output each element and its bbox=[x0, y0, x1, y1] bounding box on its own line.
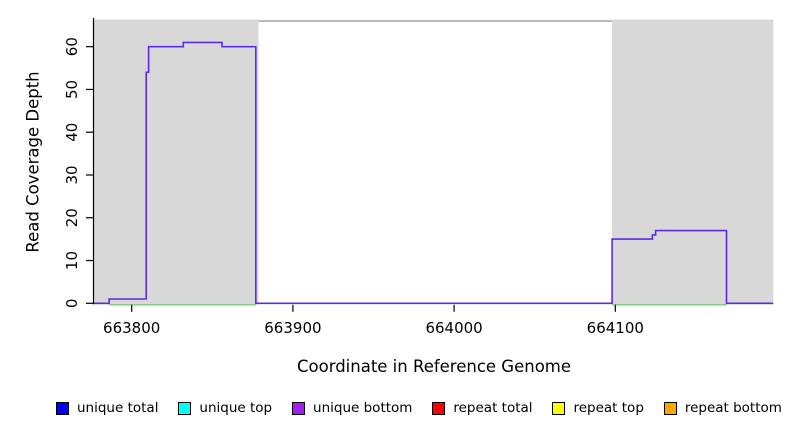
legend: unique total unique top unique bottom repea… bbox=[56, 398, 782, 418]
legend-swatch bbox=[552, 401, 566, 415]
legend-swatch bbox=[178, 401, 192, 415]
legend-item-label: repeat top bbox=[573, 400, 644, 416]
x-tick-label: 664000 bbox=[425, 319, 482, 337]
legend-item-label: unique total bbox=[77, 400, 159, 416]
x-tick-label: 664100 bbox=[587, 319, 644, 337]
legend-item-repeat-bottom: repeat bottom bbox=[663, 400, 782, 416]
y-tick-label: 20 bbox=[63, 208, 81, 227]
left-shaded-region bbox=[93, 19, 259, 305]
y-tick-label: 50 bbox=[63, 80, 81, 99]
y-axis-title: Read Coverage Depth bbox=[23, 71, 43, 253]
legend-item-repeat-top: repeat top bbox=[552, 400, 644, 416]
legend-item-label: unique bottom bbox=[313, 400, 413, 416]
legend-item-label: repeat total bbox=[453, 400, 533, 416]
y-tick-label: 0 bbox=[63, 299, 81, 309]
legend-item-unique-total: unique total bbox=[56, 400, 158, 416]
legend-swatch bbox=[56, 401, 69, 415]
legend-item-label: unique top bbox=[199, 400, 273, 416]
x-tick-label: 663900 bbox=[264, 319, 321, 337]
legend-swatch bbox=[432, 401, 446, 415]
coverage-plot: 0 10 20 30 40 50 60 663800 663900 664000 664100 bbox=[63, 18, 774, 337]
x-axis-title: Coordinate in Reference Genome bbox=[296, 357, 572, 376]
right-shaded-region bbox=[612, 19, 774, 305]
y-tick-label: 10 bbox=[63, 251, 81, 270]
legend-swatch bbox=[292, 401, 306, 415]
legend-swatch bbox=[663, 401, 677, 415]
legend-item-label: repeat bottom bbox=[684, 400, 782, 416]
y-tick-label: 40 bbox=[63, 123, 81, 142]
legend-item-unique-top: unique top bbox=[178, 400, 272, 416]
legend-item-repeat-total: repeat total bbox=[432, 400, 533, 416]
y-tick-label: 30 bbox=[63, 165, 81, 184]
legend-item-unique-bottom: unique bottom bbox=[292, 400, 412, 416]
y-tick-label: 60 bbox=[63, 37, 81, 56]
series-unique-bottom bbox=[93, 41, 774, 305]
x-tick-label: 663800 bbox=[103, 319, 160, 337]
